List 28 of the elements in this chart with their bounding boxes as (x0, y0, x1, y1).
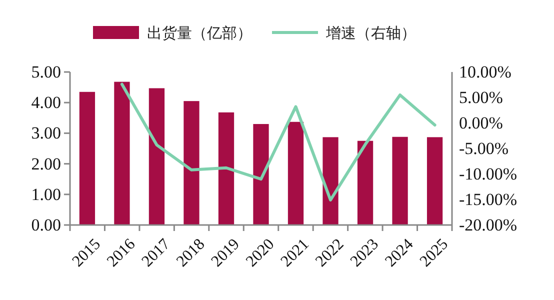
legend-label: 出货量（亿部） (147, 25, 252, 42)
y-tick-label: 0.00 (31, 216, 61, 234)
bar (184, 101, 200, 225)
bar (218, 112, 234, 225)
y2-tick-label: 0.00% (459, 114, 503, 132)
y-tick-label: 1.00 (31, 184, 61, 204)
y-tick-label: 5.00 (31, 62, 61, 82)
bar (114, 82, 130, 225)
bar (322, 137, 338, 225)
bar (288, 122, 304, 225)
y2-tick-label: -20.00% (459, 216, 518, 234)
bar (426, 137, 443, 225)
y2-tick-label: -15.00% (459, 190, 518, 209)
legend-label: 增速（右轴） (325, 25, 416, 42)
y2-tick-label: -10.00% (459, 164, 518, 184)
y-tick-label: 2.00 (31, 154, 61, 174)
x-tick-label: 2021 (278, 236, 313, 270)
bar (148, 88, 165, 225)
y2-tick-label: 5.00% (459, 88, 503, 107)
y-tick-label: 4.00 (31, 93, 61, 112)
bar (392, 136, 408, 225)
bar (253, 124, 269, 225)
bar (79, 92, 96, 225)
line-series (120, 82, 436, 202)
y2-tick-label: 10.00% (459, 62, 512, 82)
y-tick-label: 3.00 (31, 124, 61, 143)
bar (357, 140, 374, 225)
y2-tick-label: -5.00% (459, 139, 509, 158)
